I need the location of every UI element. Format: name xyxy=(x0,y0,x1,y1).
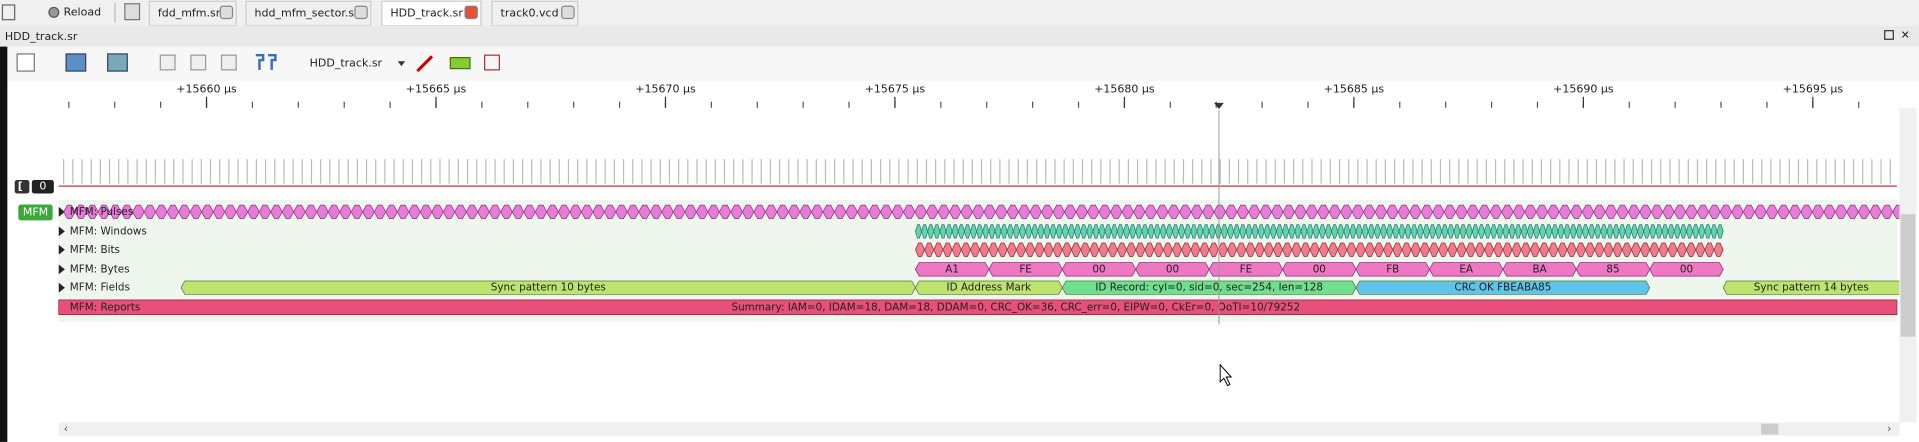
logic-channel xyxy=(58,159,1897,187)
ruler-label: +15690 µs xyxy=(1553,82,1614,95)
zoom-in[interactable] xyxy=(159,54,176,71)
ruler-label: +15660 µs xyxy=(176,82,237,95)
menu-icon[interactable] xyxy=(1,4,16,21)
session-title-bar xyxy=(0,25,1919,47)
report-annotation xyxy=(58,299,1898,315)
device-selector[interactable]: HDD_track.sr xyxy=(310,57,383,70)
tab[interactable]: fdd_mfm.sr xyxy=(148,0,237,27)
field-label: Sync pattern 14 bytes xyxy=(1754,282,1869,294)
save-button[interactable] xyxy=(107,53,128,72)
ruler-label: +15695 µs xyxy=(1783,82,1844,95)
byte-label: FE xyxy=(1019,263,1032,275)
cursor-button[interactable] xyxy=(255,53,277,70)
new-button[interactable] xyxy=(16,53,35,72)
row-label: MFM: Pulses xyxy=(70,206,134,218)
tab[interactable]: HDD_track.sr xyxy=(381,0,482,27)
channel-badge-label: 0 xyxy=(39,180,46,193)
reload-label: Reload xyxy=(64,5,101,18)
decoder-badge-label: MFM xyxy=(23,205,48,218)
bit xyxy=(1713,242,1724,257)
horizontal-scrollbar[interactable] xyxy=(58,422,1900,436)
tab-label: fdd_mfm.sr xyxy=(158,7,221,20)
ruler-label: +15680 µs xyxy=(1094,82,1155,95)
row-label: MFM: Fields xyxy=(70,282,130,294)
row-label: MFM: Reports xyxy=(70,301,141,313)
channel-color[interactable] xyxy=(14,180,30,194)
byte-label: FB xyxy=(1386,263,1399,275)
zoom-fit[interactable] xyxy=(220,54,237,71)
tab-label: track0.vcd xyxy=(501,7,559,20)
byte-label: EA xyxy=(1459,263,1474,275)
cursor-marker[interactable] xyxy=(1214,102,1224,110)
left-edge xyxy=(0,46,8,442)
report-label: Summary: IAM=0, IDAM=18, DAM=18, DDAM=0,… xyxy=(731,301,1300,313)
tab-label: HDD_track.sr xyxy=(390,7,463,20)
field-label: ID Record: cyl=0, sid=0, sec=254, len=12… xyxy=(1095,282,1323,294)
svg-text:‹: ‹ xyxy=(64,422,68,435)
ruler-label: +15685 µs xyxy=(1324,82,1385,95)
horizontal-thumb[interactable] xyxy=(1761,423,1779,435)
probe-button[interactable] xyxy=(416,55,434,73)
reload-button[interactable]: Reload xyxy=(48,5,101,18)
tab-label: hdd_mfm_sector.sr xyxy=(255,7,360,20)
byte-label: 00 xyxy=(1092,263,1105,275)
tab-close[interactable] xyxy=(354,5,368,20)
field-annotation xyxy=(1355,280,1651,295)
field-label: ID Address Mark xyxy=(947,282,1032,294)
byte-label: BA xyxy=(1532,263,1547,275)
row-expander[interactable] xyxy=(58,226,65,237)
byte-label: 00 xyxy=(1680,263,1693,275)
row-label: MFM: Bits xyxy=(70,244,120,256)
row-label: MFM: Bytes xyxy=(70,263,130,275)
row-label: MFM: Windows xyxy=(70,225,147,237)
vertical-thumb[interactable] xyxy=(1900,214,1916,337)
open-button[interactable] xyxy=(65,53,87,72)
decoder-badge[interactable] xyxy=(18,204,53,221)
byte-label: 85 xyxy=(1606,263,1619,275)
float-button[interactable] xyxy=(1884,30,1894,40)
row-expander[interactable] xyxy=(58,264,65,275)
tab-close[interactable] xyxy=(219,5,234,20)
field-label: Sync pattern 10 bytes xyxy=(491,282,606,294)
math-button[interactable] xyxy=(484,54,500,71)
close-button[interactable]: ✕ xyxy=(1901,29,1910,42)
ruler-label: +15670 µs xyxy=(635,82,696,95)
channel-badge[interactable] xyxy=(31,180,54,194)
byte-label: 00 xyxy=(1166,263,1179,275)
row-expander[interactable] xyxy=(58,282,65,293)
byte-label: A1 xyxy=(945,263,959,275)
settings-icon[interactable] xyxy=(124,3,141,21)
decoder-button[interactable] xyxy=(449,57,471,70)
tab[interactable]: track0.vcd xyxy=(491,0,579,27)
toolbar xyxy=(0,46,1919,81)
svg-text:›: › xyxy=(1887,422,1891,435)
byte-annotation xyxy=(1649,262,1724,277)
window xyxy=(1716,224,1724,239)
field-label: CRC OK FBEABA85 xyxy=(1454,282,1551,294)
zoom-out[interactable] xyxy=(190,54,207,71)
ruler-label: +15675 µs xyxy=(865,82,926,95)
byte-label: FE xyxy=(1240,263,1253,275)
tab-close[interactable] xyxy=(464,5,478,20)
time-ruler: +15660 µs +15665 µs +15670 µs +15675 µs +156… xyxy=(68,82,1860,108)
row-expander[interactable] xyxy=(58,244,65,255)
mouse-pointer xyxy=(1219,363,1233,387)
byte-label: 00 xyxy=(1313,263,1326,275)
row-expander[interactable] xyxy=(58,206,65,217)
ruler-label: +15665 µs xyxy=(406,82,467,95)
tab[interactable]: hdd_mfm_sector.sr xyxy=(245,0,372,27)
svg-text:[: [ xyxy=(18,180,23,193)
session-title: HDD_track.sr xyxy=(5,30,78,43)
tab-close[interactable] xyxy=(561,5,575,20)
